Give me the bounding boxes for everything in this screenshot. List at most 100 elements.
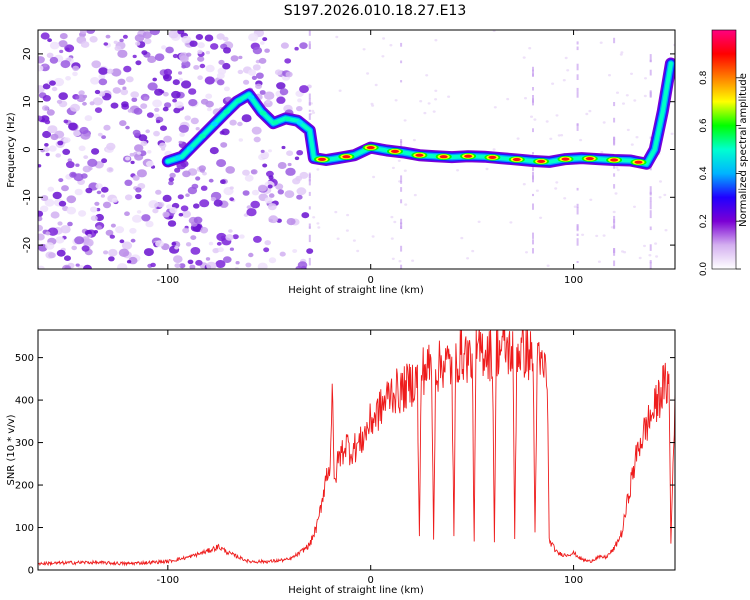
- noise-blob: [595, 234, 599, 238]
- noise-blob: [212, 248, 219, 254]
- noise-blob: [168, 215, 173, 220]
- ridge-hotspot-core: [391, 149, 399, 153]
- noise-blob: [237, 121, 243, 127]
- noise-blob: [181, 80, 192, 89]
- streak-segment: [576, 261, 579, 263]
- noise-blob: [40, 32, 50, 40]
- noise-blob: [69, 171, 77, 178]
- noise-blob: [612, 210, 616, 214]
- ridge-hotspot-core: [318, 157, 326, 161]
- noise-blob: [85, 187, 93, 194]
- noise-blob: [101, 186, 109, 193]
- noise-blob: [68, 122, 78, 131]
- noise-blob: [132, 129, 141, 136]
- noise-blob: [338, 89, 342, 92]
- noise-blob: [206, 261, 217, 269]
- noise-blob: [40, 195, 49, 202]
- noise-blob: [263, 247, 270, 253]
- streak-segment: [613, 219, 616, 223]
- noise-blob: [130, 238, 136, 243]
- noise-blob: [174, 245, 179, 250]
- streak-segment: [400, 42, 403, 47]
- y-tick-label: -20: [22, 237, 33, 253]
- noise-blob: [121, 241, 133, 250]
- noise-blob: [600, 151, 604, 154]
- noise-blob: [178, 71, 183, 75]
- noise-blob: [243, 79, 250, 85]
- noise-blob: [225, 234, 234, 241]
- noise-blob: [664, 229, 668, 232]
- noise-blob: [162, 106, 169, 112]
- noise-blob: [51, 86, 58, 92]
- noise-blob: [103, 124, 111, 131]
- noise-blob: [168, 177, 175, 182]
- noise-blob: [390, 237, 394, 240]
- noise-blob: [266, 170, 274, 177]
- noise-blob: [551, 82, 555, 85]
- noise-blob: [285, 167, 296, 176]
- noise-blob: [110, 223, 116, 228]
- noise-blob: [216, 159, 227, 168]
- streak-segment: [649, 90, 652, 97]
- noise-blob: [287, 162, 292, 167]
- noise-blob: [174, 167, 181, 173]
- noise-blob: [562, 79, 566, 82]
- noise-blob: [63, 137, 71, 144]
- streak-segment: [576, 87, 579, 92]
- noise-blob: [38, 224, 43, 232]
- noise-blob: [216, 241, 222, 246]
- noise-blob: [50, 211, 60, 219]
- y-tick-label: 0: [28, 566, 34, 577]
- ridge-hotspot-core: [610, 158, 619, 162]
- noise-blob: [56, 249, 66, 257]
- noise-blob: [256, 72, 264, 79]
- noise-blob: [111, 197, 118, 203]
- noise-blob: [44, 119, 51, 125]
- noise-blob: [58, 92, 68, 100]
- noise-blob: [258, 57, 267, 64]
- noise-blob: [279, 88, 289, 96]
- noise-blob: [372, 175, 376, 179]
- noise-blob: [294, 46, 299, 51]
- noise-blob: [185, 193, 190, 197]
- noise-blob: [585, 112, 589, 116]
- noise-blob: [312, 111, 316, 114]
- noise-blob: [316, 222, 320, 225]
- noise-blob: [419, 100, 423, 103]
- noise-blob: [62, 264, 72, 269]
- noise-blob: [88, 166, 93, 171]
- y-tick-label: 20: [22, 48, 33, 61]
- noise-blob: [296, 150, 304, 156]
- noise-blob: [252, 46, 263, 55]
- noise-blob: [267, 203, 277, 211]
- streak-segment: [576, 41, 579, 45]
- noise-blob: [140, 140, 148, 147]
- noise-blob: [163, 74, 172, 82]
- noise-blob: [110, 102, 119, 109]
- streak-segment: [613, 215, 616, 221]
- noise-blob: [46, 109, 55, 116]
- noise-blob: [45, 242, 55, 250]
- noise-blob: [168, 30, 179, 39]
- noise-blob: [52, 191, 62, 200]
- streak-segment: [613, 137, 616, 145]
- noise-blob: [47, 186, 55, 192]
- noise-blob: [260, 41, 265, 45]
- noise-blob: [195, 34, 204, 40]
- noise-blob: [38, 164, 42, 168]
- streak-segment: [532, 73, 534, 77]
- noise-blob: [125, 125, 130, 130]
- noise-blob: [177, 194, 184, 200]
- noise-blob: [74, 236, 85, 245]
- noise-blob: [122, 86, 127, 90]
- streak-segment: [576, 203, 579, 208]
- noise-blob: [62, 148, 71, 155]
- noise-blob: [137, 151, 142, 155]
- noise-blob: [223, 47, 231, 54]
- noise-blob: [148, 200, 159, 209]
- streak-segment: [649, 210, 652, 219]
- noise-blob: [250, 200, 260, 209]
- noise-blob: [579, 138, 583, 142]
- noise-blob: [297, 261, 308, 269]
